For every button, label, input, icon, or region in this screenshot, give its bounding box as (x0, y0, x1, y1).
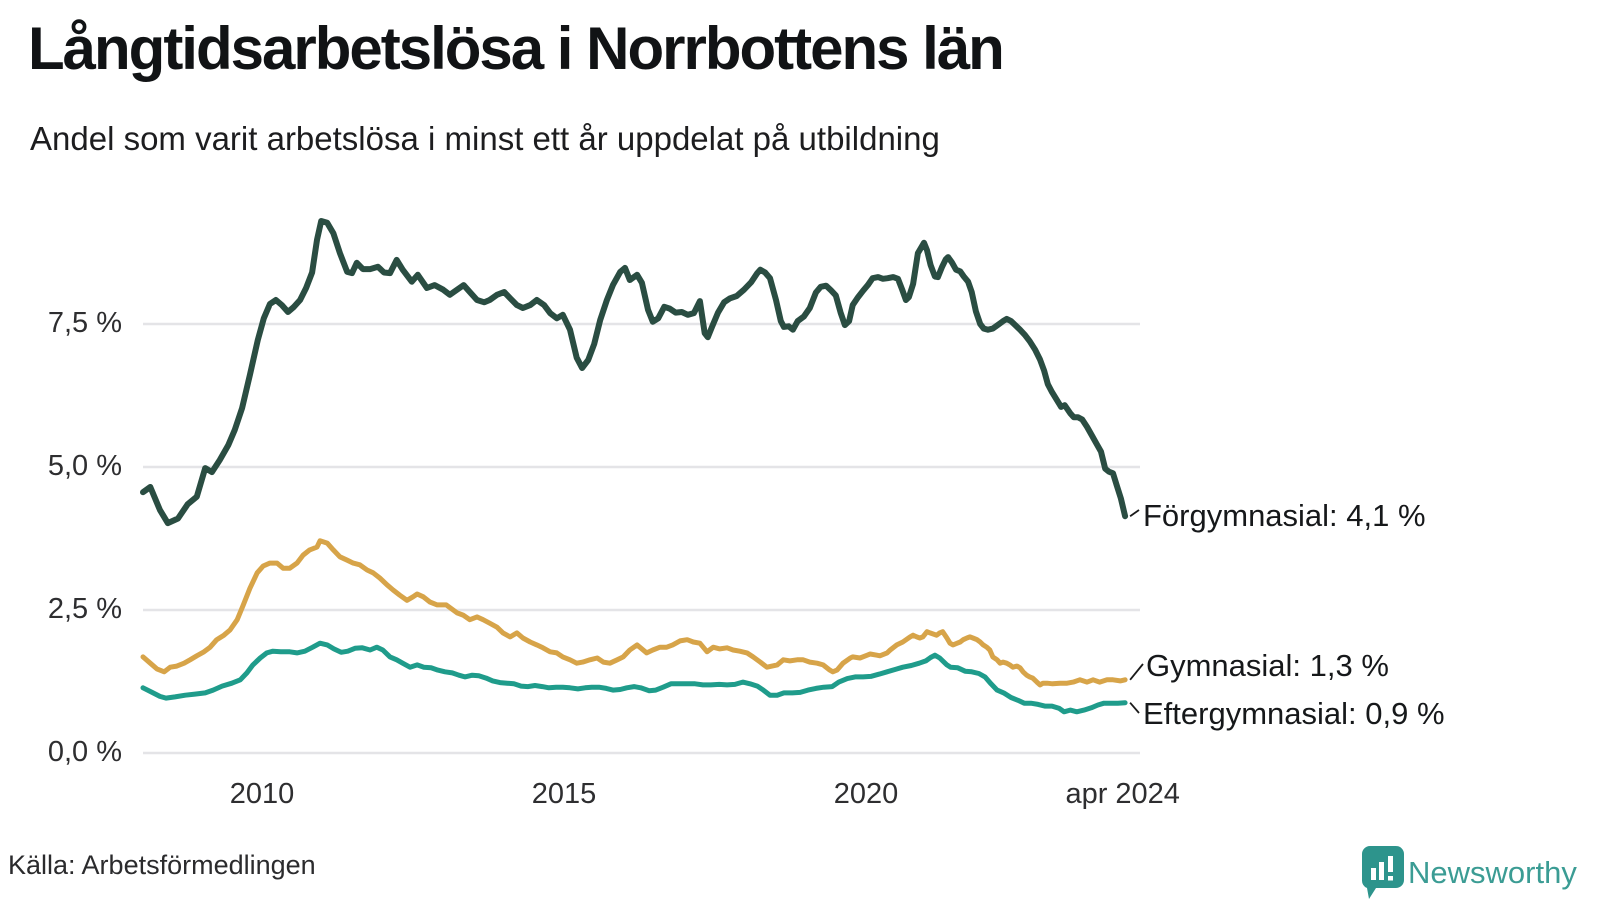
newsworthy-wordmark: Newsworthy (1408, 855, 1577, 890)
series-line-forgymnasial (140, 218, 1129, 527)
label-leader-line (1129, 509, 1140, 517)
page-title: Långtidsarbetslösa i Norrbottens län (28, 15, 1005, 82)
series-line-eftergymnasial (140, 640, 1128, 715)
series-label-gymnasial: Gymnasial: 1,3 % (1146, 648, 1389, 683)
x-tick-label: apr 2024 (1065, 778, 1180, 810)
series-line-gymnasial (140, 538, 1128, 688)
label-leader-line (1129, 702, 1140, 714)
x-tick-label: 2020 (833, 778, 899, 810)
y-tick-label: 2,5 % (47, 593, 122, 625)
y-tick-label: 5,0 % (47, 450, 122, 482)
series-label-eftergymnasial: Eftergymnasial: 0,9 % (1143, 696, 1445, 731)
page-subtitle: Andel som varit arbetslösa i minst ett å… (30, 120, 940, 157)
series-label-forgymnasial: Förgymnasial: 4,1 % (1143, 498, 1426, 533)
newsworthy-logo-icon (1361, 846, 1404, 899)
source-note: Källa: Arbetsförmedlingen (8, 850, 316, 880)
x-tick-label: 2015 (531, 778, 597, 810)
y-tick-label: 0,0 % (47, 736, 122, 768)
x-tick-label: 2010 (229, 778, 295, 810)
y-tick-label: 7,5 % (47, 307, 122, 339)
label-leader-line (1129, 663, 1144, 681)
